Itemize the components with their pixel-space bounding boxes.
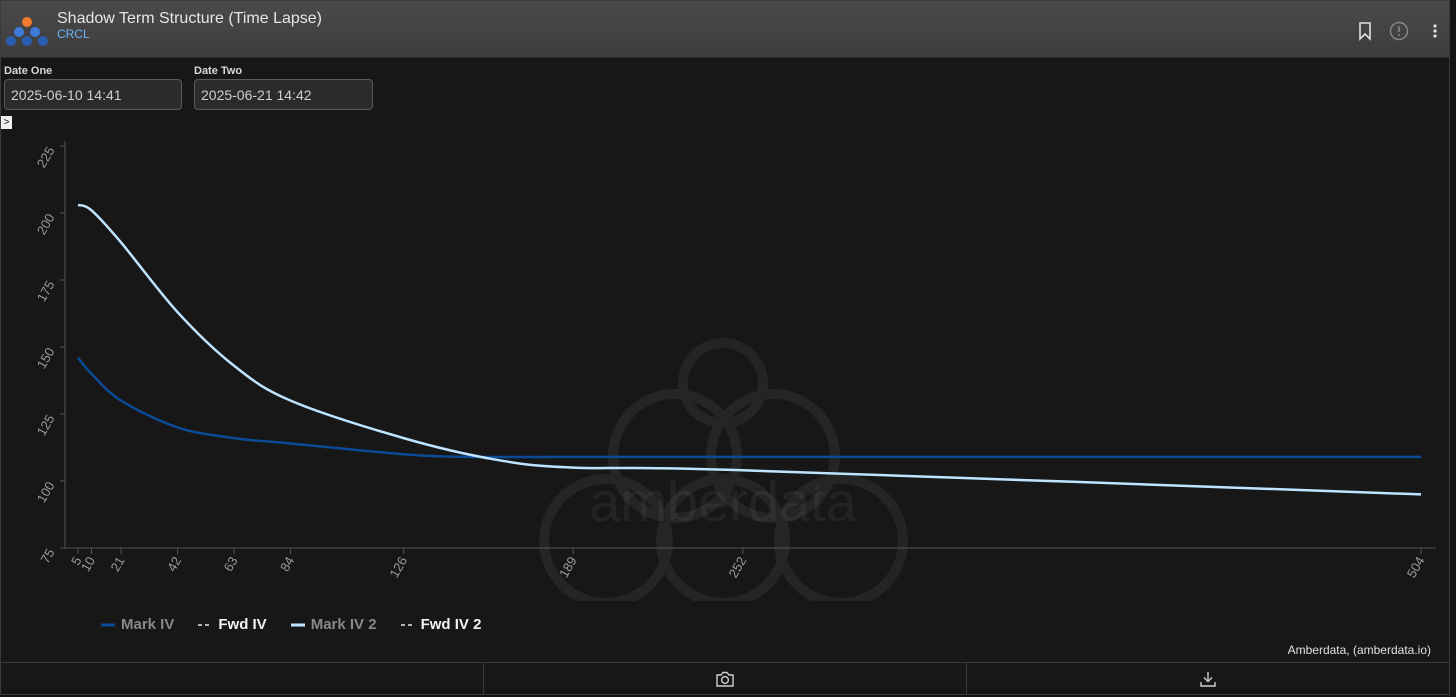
date-two-input[interactable]: [194, 79, 373, 110]
x-tick-label: 10: [78, 554, 98, 574]
y-tick-label: 225: [34, 144, 58, 170]
more-vert-icon[interactable]: [1425, 21, 1445, 41]
download-button[interactable]: [967, 663, 1449, 695]
series-line-mark-iv: [77, 356, 1421, 459]
legend-label-mark-iv: Mark IV: [121, 616, 175, 633]
chart-credit: Amberdata, (amberdata.io): [1287, 643, 1431, 657]
legend-item-mark-iv[interactable]: Mark IV: [101, 616, 174, 633]
info-icon[interactable]: [1389, 21, 1409, 41]
legend-item-mark-iv-2[interactable]: Mark IV 2: [290, 616, 377, 633]
chart-legend: Mark IV Fwd IV Mark IV 2 Fwd IV 2: [101, 616, 481, 633]
x-tick-label: 21: [107, 554, 127, 574]
legend-label-fwd-iv: Fwd IV: [218, 616, 267, 633]
expand-toggle[interactable]: >: [1, 116, 12, 129]
y-tick-label: 150: [34, 345, 58, 371]
y-tick-label: 100: [34, 479, 58, 505]
date-one-input[interactable]: [4, 79, 182, 110]
download-icon: [1200, 672, 1216, 687]
legend-item-fwd-iv[interactable]: Fwd IV: [198, 616, 267, 633]
x-tick-label: 63: [220, 554, 240, 574]
y-tick-label: 200: [34, 211, 58, 237]
y-tick-label: 75: [37, 546, 57, 566]
y-tick-label: 125: [34, 412, 58, 438]
legend-swatch-fwd-iv: [198, 623, 213, 626]
x-tick-label: 504: [1404, 554, 1428, 580]
panel-title: Shadow Term Structure (Time Lapse): [57, 10, 322, 27]
screenshot-button[interactable]: [484, 663, 967, 695]
bookmark-icon[interactable]: [1355, 21, 1375, 41]
panel-header: Shadow Term Structure (Time Lapse) CRCL: [1, 1, 1449, 58]
legend-item-fwd-iv-2[interactable]: Fwd IV 2: [400, 616, 482, 633]
legend-label-fwd-iv-2: Fwd IV 2: [420, 616, 482, 633]
x-tick-label: 84: [277, 554, 297, 574]
x-tick-label: 126: [386, 554, 410, 580]
legend-swatch-mark-iv: [101, 623, 115, 626]
x-tick-label: 42: [164, 554, 184, 574]
panel-footer: [1, 662, 1449, 695]
y-tick-label: 175: [34, 278, 58, 304]
legend-swatch-mark-iv-2: [290, 623, 305, 626]
panel-subtitle: CRCL: [57, 27, 90, 41]
date-two-label: Date Two: [194, 65, 243, 77]
camera-icon: [716, 671, 734, 687]
footer-empty-cell: [1, 663, 484, 695]
series-line-mark-iv-2: [77, 203, 1422, 496]
amberdata-logo-icon: [6, 17, 48, 46]
watermark-text: amberdata: [589, 470, 858, 533]
legend-swatch-fwd-iv-2: [400, 623, 415, 626]
date-one-label: Date One: [4, 65, 53, 77]
x-tick-label: 252: [726, 554, 750, 580]
legend-label-mark-iv-2: Mark IV 2: [310, 616, 377, 633]
